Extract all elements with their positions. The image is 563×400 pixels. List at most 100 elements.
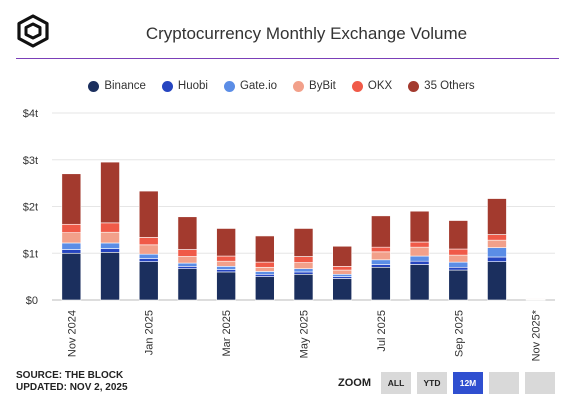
the-block-logo-icon (17, 14, 49, 48)
bar-segment-huobi (100, 248, 120, 253)
y-tick-label: $3t (23, 155, 38, 167)
bar-segment-okx (61, 223, 82, 233)
legend-swatch (351, 80, 363, 92)
bar-segment-gate-io (409, 255, 430, 262)
legend-label: 35 Others (424, 80, 475, 92)
legend-label: Huobi (177, 80, 208, 92)
bar-segment-gate-io (448, 261, 469, 268)
bar-segment-okx (487, 234, 507, 241)
bar-segment-35-others (255, 235, 275, 263)
zoom-ytd-button[interactable]: YTD (417, 372, 447, 394)
legend-item-okx[interactable]: OKX (351, 80, 393, 92)
bar-segment-okx (177, 249, 198, 257)
zoom-12m-button[interactable]: 12M (453, 372, 483, 394)
x-tick-label: Nov 2024 (66, 310, 78, 357)
legend-label: OKX (367, 80, 393, 92)
bar-segment-gate-io (332, 273, 352, 277)
chart-title: Cryptocurrency Monthly Exchange Volume (145, 24, 468, 43)
y-tick-label: $1t (23, 248, 38, 260)
bar-segment-huobi (371, 264, 391, 268)
bar-segment-bybit (409, 246, 430, 257)
legend-item-bybit[interactable]: ByBit (293, 80, 336, 92)
bar-segment-35-others (487, 198, 507, 235)
bar-segment-okx (100, 222, 120, 233)
bar-segment-binance (138, 261, 159, 301)
bar-segment-bybit (487, 239, 507, 248)
legend-item-gate-io[interactable]: Gate.io (223, 80, 277, 92)
bar-segment-binance (448, 269, 469, 301)
bar-segment-gate-io (100, 242, 120, 249)
zoom-controls: ZOOM ALL YTD 12M (338, 372, 555, 394)
bar-segment-bybit (100, 231, 120, 244)
bar-segment-35-others (332, 245, 352, 267)
bar-segment-binance (61, 252, 82, 301)
bar-segment-huobi (61, 249, 82, 254)
y-tick-label: $4t (23, 108, 38, 120)
zoom-option-5-button[interactable] (525, 372, 555, 394)
bar-segment-huobi (293, 271, 314, 275)
title-divider (16, 58, 559, 59)
bar-segment-35-others (409, 210, 430, 243)
bar-segment-binance (409, 264, 430, 301)
bar-segment-okx (371, 246, 391, 253)
updated-label: UPDATED: NOV 2, 2025 (16, 382, 128, 393)
x-tick-label: Jan 2025 (144, 310, 156, 355)
bar-segment-35-others (138, 190, 159, 238)
bar-segment-huobi (487, 256, 507, 262)
bar-segment-binance (332, 278, 352, 301)
y-tick-label: $2t (23, 202, 38, 214)
bar-segment-bybit (177, 256, 198, 264)
bar-segment-okx (293, 256, 314, 263)
bar-segment-gate-io (216, 266, 236, 270)
x-tick-label: Mar 2025 (221, 310, 233, 356)
bar-segment-okx (409, 241, 430, 248)
bar-segment-binance (216, 271, 236, 301)
bar-segment-bybit (255, 266, 275, 272)
legend-swatch (293, 80, 305, 92)
legend-label: Binance (104, 80, 146, 92)
bar-segment-35-others (177, 216, 198, 250)
x-tick-label: Jul 2025 (376, 310, 388, 352)
bar-segment-okx (216, 255, 236, 262)
zoom-all-button[interactable]: ALL (381, 372, 411, 394)
bar-segment-okx (255, 261, 275, 268)
bar-segment-bybit (371, 251, 391, 261)
bar-segment-gate-io (487, 247, 507, 258)
bar-segment-35-others (525, 298, 546, 300)
x-tick-label: Nov 2025* (531, 309, 543, 361)
legend-swatch (161, 80, 173, 92)
bar-segment-huobi (216, 269, 236, 273)
legend-label: ByBit (309, 80, 336, 92)
zoom-option-4-button[interactable] (489, 372, 519, 394)
bar-segment-bybit (216, 260, 236, 267)
chart-legend: Binance Huobi Gate.io ByBit OKX 35 Others (0, 80, 563, 92)
legend-swatch (223, 80, 235, 92)
bar-segment-binance (100, 252, 120, 301)
bar-segment-bybit (293, 262, 314, 269)
bar-segment-35-others (100, 161, 120, 224)
bar-segment-binance (487, 261, 507, 301)
bar-segment-gate-io (177, 262, 198, 267)
source-note: SOURCE: THE BLOCK UPDATED: NOV 2, 2025 (16, 370, 128, 394)
legend-item-huobi[interactable]: Huobi (161, 80, 208, 92)
bar-segment-bybit (332, 269, 352, 275)
bar-segment-okx (332, 266, 352, 271)
bar-segment-gate-io (61, 242, 82, 250)
legend-item-binance[interactable]: Binance (88, 80, 146, 92)
bar-segment-huobi (138, 258, 159, 262)
bar-segment-bybit (138, 244, 159, 255)
bar-segment-35-others (448, 220, 469, 250)
bar-segment-gate-io (293, 268, 314, 273)
bar-segment-gate-io (255, 271, 275, 275)
bar-segment-gate-io (138, 253, 159, 259)
zoom-label: ZOOM (338, 377, 371, 389)
bar-segment-okx (448, 248, 469, 256)
bar-segment-huobi (255, 273, 275, 277)
bar-segment-35-others (293, 228, 314, 257)
bar-segment-huobi (448, 266, 469, 271)
bar-segment-binance (293, 273, 314, 301)
bar-segment-binance (371, 266, 391, 301)
bar-segment-huobi (409, 260, 430, 265)
bar-segment-okx (138, 237, 159, 246)
legend-item-35-others[interactable]: 35 Others (408, 80, 475, 92)
